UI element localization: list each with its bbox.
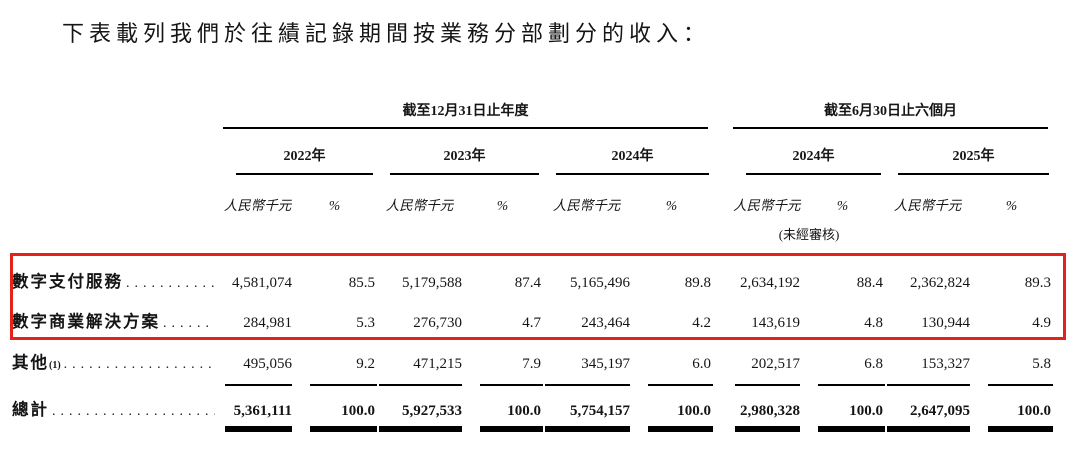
- value-cell: 471,215: [379, 356, 462, 386]
- value-cell: 87.4: [514, 275, 541, 291]
- value-cell: 5,165,496: [570, 275, 630, 291]
- dot-leader: [163, 316, 215, 332]
- value-cell: 202,517: [735, 356, 801, 386]
- value-cell: 130,944: [921, 315, 971, 331]
- value-cell: 2,634,192: [740, 275, 801, 291]
- value-cell: 276,730: [413, 315, 462, 331]
- value-cell: 5,179,588: [402, 275, 462, 291]
- total-value-cell: 100.0: [310, 403, 377, 432]
- row-label: 數字商業解決方案: [12, 308, 223, 340]
- dot-leader: [64, 357, 215, 373]
- value-cell: 4.7: [522, 315, 541, 331]
- year-header-2025-interim: 2025年: [898, 145, 1050, 175]
- value-cell: 89.8: [684, 275, 712, 291]
- value-cell: 85.5: [348, 275, 375, 291]
- percent-header: %: [1005, 198, 1018, 213]
- table-row-others: 其他(1) 495,056 9.2 471,215 7.9 345,197 6.…: [12, 340, 1054, 386]
- value-cell: 495,056: [225, 356, 292, 386]
- value-cell: 89.3: [1024, 275, 1052, 291]
- percent-header: %: [665, 198, 678, 213]
- value-cell: 9.2: [310, 356, 377, 386]
- year-header-2023: 2023年: [390, 145, 539, 175]
- period-group-header-interim: 截至6月30日止六個月: [733, 100, 1049, 129]
- table-row-digital-commerce-solutions: 數字商業解決方案 284,981 5.3 276,730 4.7 243,464…: [12, 300, 1053, 340]
- row-label: 總計: [12, 396, 223, 430]
- value-cell: 284,981: [243, 315, 292, 331]
- value-cell: 5.3: [356, 315, 375, 331]
- total-value-cell: 100.0: [648, 403, 714, 432]
- period-group-row: 截至12月31日止年度 截至6月30日止六個月: [12, 95, 1053, 129]
- percent-header: %: [496, 198, 509, 213]
- row-label: 其他 (1): [12, 349, 223, 386]
- unit-header: 人民幣千元: [733, 198, 801, 213]
- total-value-cell: 5,361,111: [225, 403, 292, 432]
- row-label: 數字支付服務: [12, 268, 223, 300]
- value-cell: 345,197: [545, 356, 630, 386]
- value-cell: 2,362,824: [910, 275, 971, 291]
- dot-leader: [52, 404, 215, 420]
- unit-header: 人民幣千元: [385, 198, 454, 213]
- value-cell: 6.8: [818, 356, 886, 386]
- year-header-2024: 2024年: [556, 145, 710, 175]
- year-header-2024-interim: 2024年: [746, 145, 882, 175]
- year-header-2022: 2022年: [236, 145, 373, 175]
- unit-header: 人民幣千元: [552, 198, 621, 213]
- unaudited-note: (未經審核): [778, 227, 840, 242]
- intro-text: 下表載列我們於往績記錄期間按業務分部劃分的收入：: [62, 21, 711, 46]
- total-value-cell: 5,754,157: [545, 403, 630, 432]
- value-cell: 7.9: [480, 356, 543, 386]
- total-value-cell: 100.0: [818, 403, 886, 432]
- value-cell: 4,581,074: [232, 275, 292, 291]
- value-cell: 243,464: [581, 315, 630, 331]
- unit-header: 人民幣千元: [893, 198, 962, 213]
- year-header-row: 2022年 2023年 2024年 2024年 2025年: [12, 129, 1053, 175]
- unit-header-row: 人民幣千元 % 人民幣千元 % 人民幣千元 % 人民幣千元 % 人民幣千元 %: [12, 175, 1053, 216]
- value-cell: 5.8: [988, 356, 1054, 386]
- value-cell: 4.2: [692, 315, 712, 331]
- unaudited-row: (未經審核): [12, 216, 1053, 246]
- value-cell: 4.8: [864, 315, 884, 331]
- value-cell: 153,327: [887, 356, 971, 386]
- revenue-by-segment-table: 截至12月31日止年度 截至6月30日止六個月 2022年 2023年 2024…: [12, 95, 1054, 432]
- value-cell: 143,619: [751, 315, 801, 331]
- value-cell: 88.4: [856, 275, 884, 291]
- percent-header: %: [836, 198, 849, 213]
- percent-header: %: [328, 198, 341, 213]
- total-value-cell: 100.0: [988, 403, 1054, 432]
- unit-header: 人民幣千元: [223, 198, 292, 213]
- period-group-header-annual: 截至12月31日止年度: [223, 100, 709, 129]
- table-row-digital-payment-services: 數字支付服務 4,581,074 85.5 5,179,588 87.4 5,1…: [12, 266, 1053, 300]
- total-value-cell: 100.0: [480, 403, 543, 432]
- value-cell: 6.0: [648, 356, 714, 386]
- total-value-cell: 2,980,328: [735, 403, 801, 432]
- table-row-total: 總計 5,361,111 100.0 5,927,533 100.0 5,754…: [12, 386, 1054, 432]
- total-value-cell: 2,647,095: [887, 403, 971, 432]
- dot-leader: [126, 276, 215, 292]
- total-value-cell: 5,927,533: [379, 403, 462, 432]
- value-cell: 4.9: [1032, 315, 1052, 331]
